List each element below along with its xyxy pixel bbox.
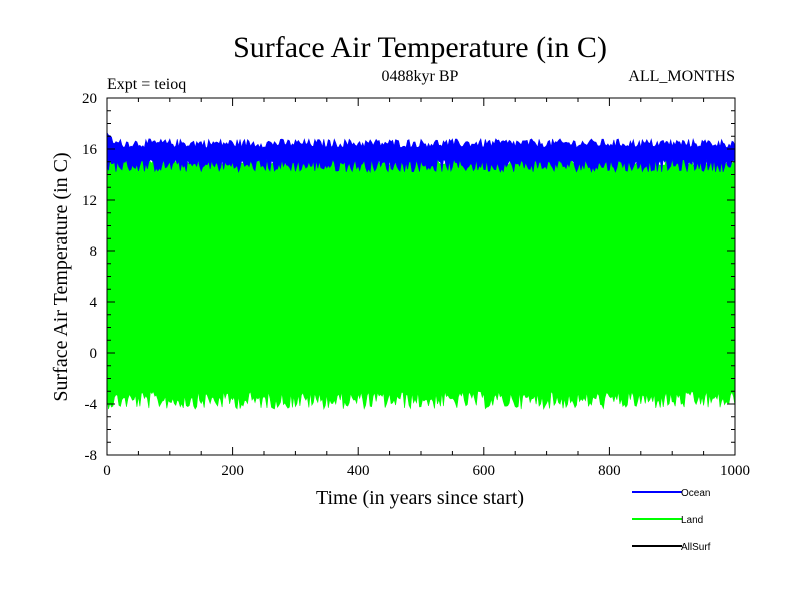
y-tick-label: 4 (90, 295, 98, 311)
y-tick-label: 12 (82, 193, 97, 209)
y-tick-labels: -8 -4 0 4 8 12 16 20 (82, 91, 98, 464)
x-tick-label: 600 (473, 463, 496, 479)
x-tick-labels: 0 200 400 600 800 1000 (103, 463, 750, 479)
x-tick-label: 1000 (720, 463, 750, 479)
y-tick-label: -4 (85, 397, 98, 413)
chart-subtitle-center: 0488kyr BP (382, 68, 459, 85)
chart-subtitle-right: ALL_MONTHS (628, 68, 735, 85)
axis-ticks (106, 97, 736, 456)
plot-frame (106, 97, 736, 456)
chart-subtitle-left: Expt = teioq (107, 76, 186, 93)
y-tick-label: -8 (85, 448, 98, 464)
legend-label-land: Land (681, 515, 703, 526)
y-tick-label: 0 (90, 346, 98, 362)
plot-area (106, 131, 736, 411)
x-tick-label: 0 (103, 463, 111, 479)
legend: Ocean Land AllSurf (632, 488, 711, 553)
x-axis-label: Time (in years since start) (316, 487, 524, 509)
x-tick-label: 800 (598, 463, 621, 479)
x-tick-label: 200 (221, 463, 244, 479)
legend-label-allsurf: AllSurf (681, 542, 711, 553)
y-axis-label: Surface Air Temperature (in C) (50, 152, 72, 401)
y-tick-label: 8 (90, 244, 98, 260)
y-tick-label: 16 (82, 142, 98, 158)
x-tick-label: 400 (347, 463, 370, 479)
series-land (106, 150, 736, 411)
y-tick-label: 20 (82, 91, 97, 107)
legend-label-ocean: Ocean (681, 488, 710, 499)
chart-title: Surface Air Temperature (in C) (233, 31, 607, 64)
